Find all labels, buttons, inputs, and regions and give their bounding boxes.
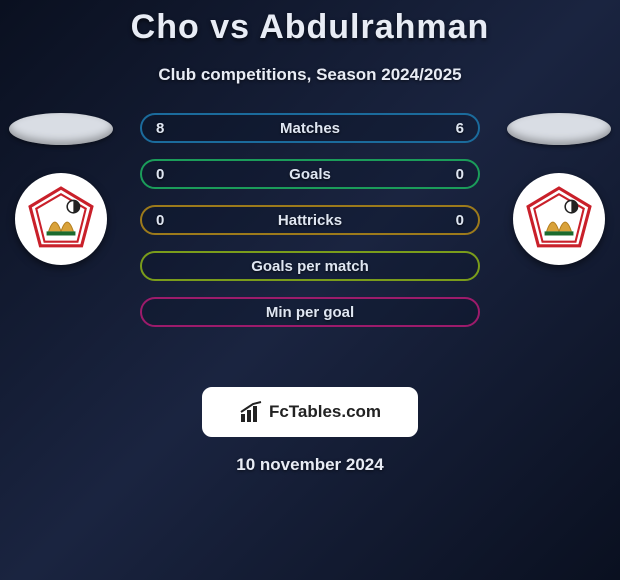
stat-label: Matches xyxy=(196,120,424,137)
stat-row: 0Hattricks0 xyxy=(140,205,480,235)
club-crest-icon xyxy=(526,186,592,252)
page-subtitle: Club competitions, Season 2024/2025 xyxy=(0,65,620,85)
stat-rows: 8Matches60Goals00Hattricks0Goals per mat… xyxy=(140,113,480,343)
stat-row: Goals per match xyxy=(140,251,480,281)
player-right-badge xyxy=(513,173,605,265)
bar-chart-icon xyxy=(239,400,263,424)
stat-left-value: 0 xyxy=(156,166,196,183)
stat-left-value: 0 xyxy=(156,212,196,229)
stat-label: Hattricks xyxy=(196,212,424,229)
comparison-stage: 8Matches60Goals00Hattricks0Goals per mat… xyxy=(0,113,620,373)
brand-label: FcTables.com xyxy=(269,402,381,422)
stat-label: Min per goal xyxy=(156,304,464,321)
player-right-ellipse xyxy=(507,113,611,145)
player-left-badge xyxy=(15,173,107,265)
stat-row: 0Goals0 xyxy=(140,159,480,189)
stat-label: Goals xyxy=(196,166,424,183)
stat-right-value: 6 xyxy=(424,120,464,137)
stat-row: 8Matches6 xyxy=(140,113,480,143)
player-left-slot xyxy=(6,113,116,265)
player-left-ellipse xyxy=(9,113,113,145)
player-right-slot xyxy=(504,113,614,265)
stat-label: Goals per match xyxy=(156,258,464,275)
date-label: 10 november 2024 xyxy=(0,455,620,475)
stat-left-value: 8 xyxy=(156,120,196,137)
brand-box: FcTables.com xyxy=(202,387,418,437)
stat-right-value: 0 xyxy=(424,212,464,229)
page-title: Cho vs Abdulrahman xyxy=(0,0,620,47)
stat-right-value: 0 xyxy=(424,166,464,183)
club-crest-icon xyxy=(28,186,94,252)
stat-row: Min per goal xyxy=(140,297,480,327)
